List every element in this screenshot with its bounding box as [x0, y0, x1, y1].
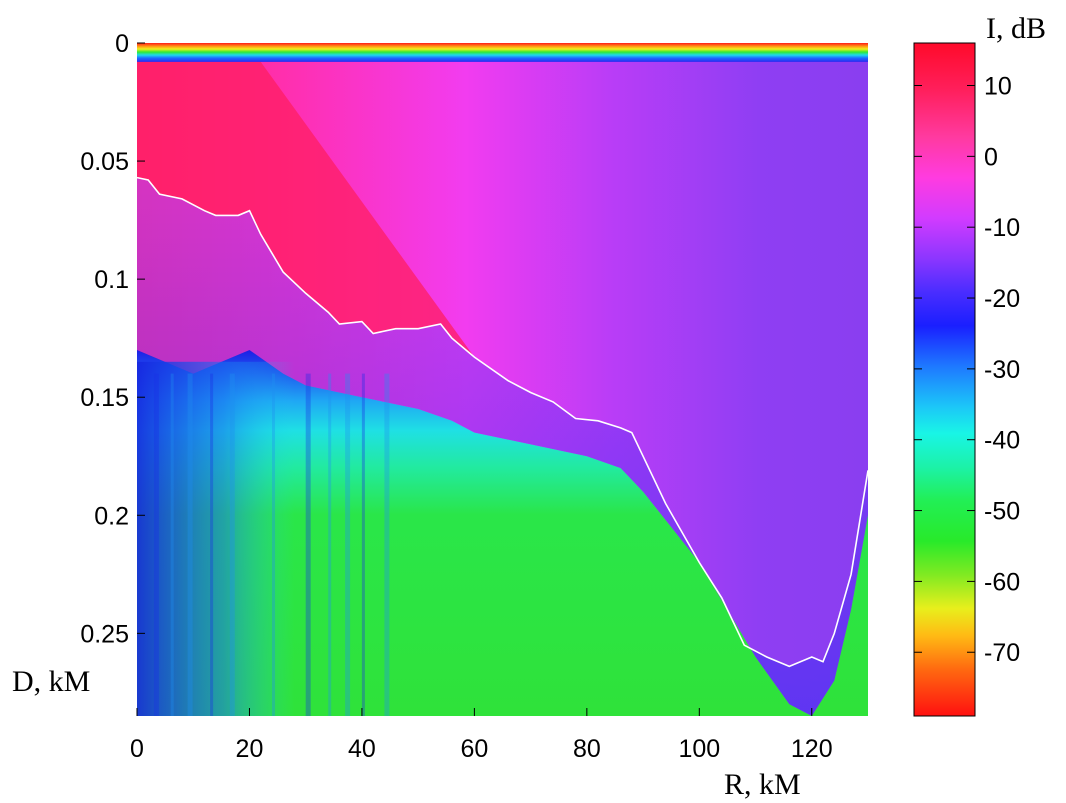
- streak: [187, 373, 193, 716]
- streak: [305, 373, 311, 716]
- x-axis-ticks: 0 20 40 60 80 100 120: [130, 708, 833, 763]
- surface-band: [137, 43, 868, 62]
- colorbar-tick-label: 10: [984, 73, 1012, 101]
- colorbar: 10 0 -10 -20 -30 -40 -50 -60 -70 I, dB: [913, 12, 1046, 717]
- boundary-line: [137, 176, 868, 668]
- colorbar-tick-label: -70: [984, 639, 1020, 667]
- colorbar-tick-label: -40: [984, 427, 1020, 455]
- x-tick-label: 80: [573, 735, 601, 763]
- streak: [384, 373, 390, 716]
- x-axis-label: R, kM: [724, 768, 801, 801]
- colorbar-label: I, dB: [986, 12, 1046, 45]
- high-intensity-zone: [137, 61, 475, 358]
- colorbar-tick-label: -60: [984, 568, 1020, 596]
- colorbar-ticks: 10 0 -10 -20 -30 -40 -50 -60 -70: [914, 73, 1020, 667]
- y-axis-ticks: 0 0.05 0.1 0.15 0.2 0.25: [80, 30, 145, 648]
- y-tick-label: 0.15: [80, 384, 129, 412]
- y-tick-label: 0.05: [80, 148, 129, 176]
- x-tick-label: 60: [460, 735, 488, 763]
- streak: [328, 373, 332, 716]
- x-tick-label: 100: [678, 735, 720, 763]
- streak: [272, 373, 275, 716]
- streak: [345, 373, 351, 716]
- colorbar-tick-label: 0: [984, 143, 998, 171]
- y-tick-label: 0.1: [94, 266, 129, 294]
- colorbar-tick-label: -30: [984, 356, 1020, 384]
- colorbar-scale: [913, 42, 976, 717]
- x-tick-label: 0: [130, 735, 144, 763]
- streak: [229, 373, 235, 716]
- streak: [170, 373, 174, 716]
- left-deep-shade: [137, 361, 295, 716]
- y-tick-label: 0.25: [80, 620, 129, 648]
- y-tick-label: 0.2: [94, 502, 129, 530]
- streak: [361, 373, 365, 716]
- y-tick-label: 0: [115, 30, 129, 58]
- streak: [153, 373, 159, 716]
- y-axis-label: D, kM: [12, 665, 90, 698]
- colorbar-tick-label: -10: [984, 214, 1020, 242]
- heatmap-plot-area: [137, 43, 868, 716]
- colorbar-tick-label: -20: [984, 285, 1020, 313]
- x-tick-label: 40: [348, 735, 376, 763]
- colorbar-tick-label: -50: [984, 498, 1020, 526]
- transition-layer: [137, 177, 868, 716]
- low-intensity-layer: [137, 349, 868, 716]
- x-tick-label: 20: [236, 735, 264, 763]
- x-tick-label: 120: [791, 735, 833, 763]
- vertical-streaks: [153, 373, 390, 716]
- streak: [210, 373, 214, 716]
